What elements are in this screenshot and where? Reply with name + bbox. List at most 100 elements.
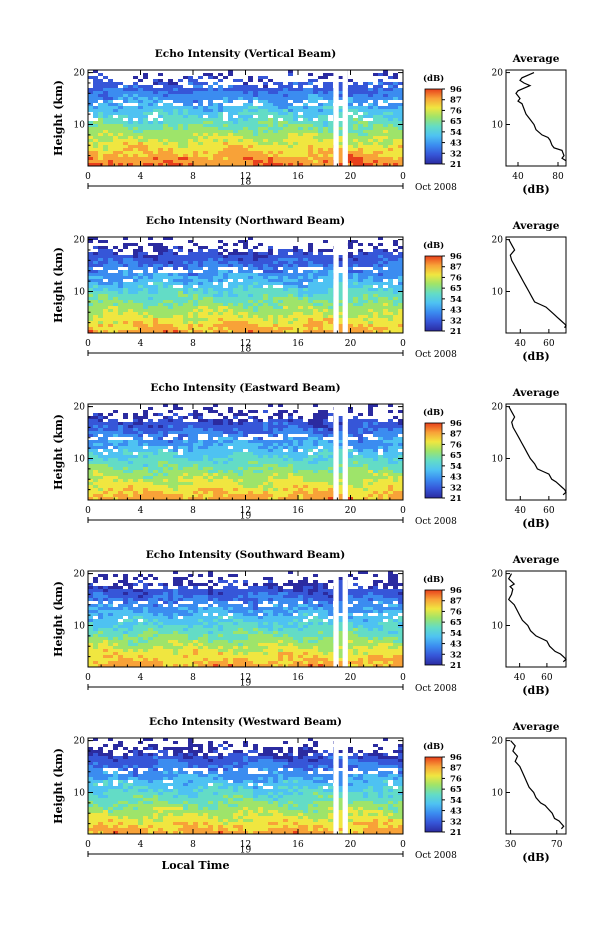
heatmap-cell xyxy=(193,297,199,301)
heatmap-cell xyxy=(393,297,399,301)
heatmap-cell xyxy=(168,437,174,441)
heatmap-cell xyxy=(148,85,154,89)
heatmap-cell xyxy=(128,109,134,113)
heatmap-cell xyxy=(123,124,129,128)
colorbar-tick-label: 21 xyxy=(450,160,462,170)
heatmap-cell xyxy=(213,428,219,432)
heatmap-cell xyxy=(123,103,129,107)
heatmap-cell xyxy=(318,285,324,289)
heatmap-cell xyxy=(358,416,364,420)
heatmap-cell xyxy=(373,148,379,152)
heatmap-cell xyxy=(133,130,139,134)
heatmap-cell xyxy=(248,324,254,328)
heatmap-cell xyxy=(233,303,239,307)
heatmap-cell xyxy=(328,88,334,92)
heatmap-cell xyxy=(383,151,389,155)
heatmap-cell xyxy=(138,309,144,313)
heatmap-cell xyxy=(143,145,149,149)
heatmap-cell xyxy=(398,428,404,432)
heatmap-cell xyxy=(258,70,264,74)
heatmap-cell xyxy=(258,279,264,283)
heatmap-cell xyxy=(148,434,154,438)
heatmap-cell xyxy=(193,76,199,80)
heatmap-cell xyxy=(118,94,124,98)
heatmap-cell xyxy=(323,428,329,432)
heatmap-cell xyxy=(203,324,209,328)
heatmap-cell xyxy=(153,115,159,119)
heatmap-cell xyxy=(288,163,294,167)
heatmap-cell xyxy=(298,413,304,417)
heatmap-cell xyxy=(243,103,249,107)
heatmap-cell xyxy=(393,315,399,319)
heatmap-cell xyxy=(308,157,314,161)
heatmap-cell xyxy=(193,407,199,411)
heatmap-cell xyxy=(233,145,239,149)
heatmap-cell xyxy=(373,88,379,92)
heatmap-cell xyxy=(138,315,144,319)
heatmap-cell xyxy=(273,79,279,83)
heatmap-cell xyxy=(213,410,219,414)
heatmap-cell xyxy=(303,297,309,301)
heatmap-cell xyxy=(193,142,199,146)
heatmap-cell xyxy=(98,112,104,116)
heatmap-cell xyxy=(103,309,109,313)
heatmap-cell xyxy=(133,70,139,74)
heatmap-cell xyxy=(233,297,239,301)
heatmap-cell xyxy=(88,133,94,137)
heatmap-cell xyxy=(393,413,399,417)
heatmap-cell xyxy=(108,237,114,241)
heatmap-cell xyxy=(178,70,184,74)
heatmap-cell xyxy=(233,76,239,80)
heatmap-cell xyxy=(288,276,294,280)
heatmap-cell xyxy=(363,115,369,119)
heatmap-cell xyxy=(393,327,399,331)
heatmap-cell xyxy=(373,145,379,149)
heatmap-cell xyxy=(388,291,394,295)
heatmap-cell xyxy=(188,264,194,268)
heatmap-cell xyxy=(188,422,194,426)
heatmap-cell xyxy=(183,419,189,423)
heatmap-cell xyxy=(368,315,374,319)
heatmap-cell xyxy=(173,404,179,408)
heatmap-cell xyxy=(213,109,219,113)
heatmap-cell xyxy=(103,258,109,262)
heatmap-cell xyxy=(258,306,264,310)
heatmap-cell xyxy=(248,118,254,122)
heatmap-cell xyxy=(368,237,374,241)
heatmap-cell xyxy=(298,410,304,414)
heatmap-cell xyxy=(383,163,389,167)
heatmap-cell xyxy=(283,97,289,101)
heatmap-cell xyxy=(108,70,114,74)
heatmap-cell xyxy=(383,85,389,89)
heatmap-cell xyxy=(103,148,109,152)
heatmap-cell xyxy=(288,434,294,438)
heatmap-cell xyxy=(133,422,139,426)
heatmap-cell xyxy=(398,312,404,316)
heatmap-cell xyxy=(288,91,294,95)
heatmap-cell xyxy=(208,297,214,301)
heatmap-cell xyxy=(393,133,399,137)
heatmap-cell xyxy=(88,306,94,310)
heatmap-cell xyxy=(298,291,304,295)
heatmap-cell xyxy=(88,416,94,420)
heatmap-cell xyxy=(298,79,304,83)
heatmap-cell xyxy=(233,109,239,113)
heatmap-cell xyxy=(268,312,274,316)
heatmap-cell xyxy=(358,109,364,113)
heatmap-cell xyxy=(118,410,124,414)
heatmap-cell xyxy=(318,282,324,286)
heatmap-cell xyxy=(393,434,399,438)
heatmap-cell xyxy=(108,103,114,107)
heatmap-cell xyxy=(278,413,284,417)
heatmap-cell xyxy=(293,300,299,304)
profile-line xyxy=(508,239,567,329)
heatmap-cell xyxy=(153,279,159,283)
heatmap-cell xyxy=(108,163,114,167)
heatmap-cell xyxy=(223,270,229,274)
heatmap-cell xyxy=(293,91,299,95)
heatmap-cell xyxy=(163,246,169,250)
heatmap-cell xyxy=(178,315,184,319)
heatmap-cell xyxy=(253,142,259,146)
heatmap-cell xyxy=(193,285,199,289)
heatmap-cell xyxy=(268,142,274,146)
